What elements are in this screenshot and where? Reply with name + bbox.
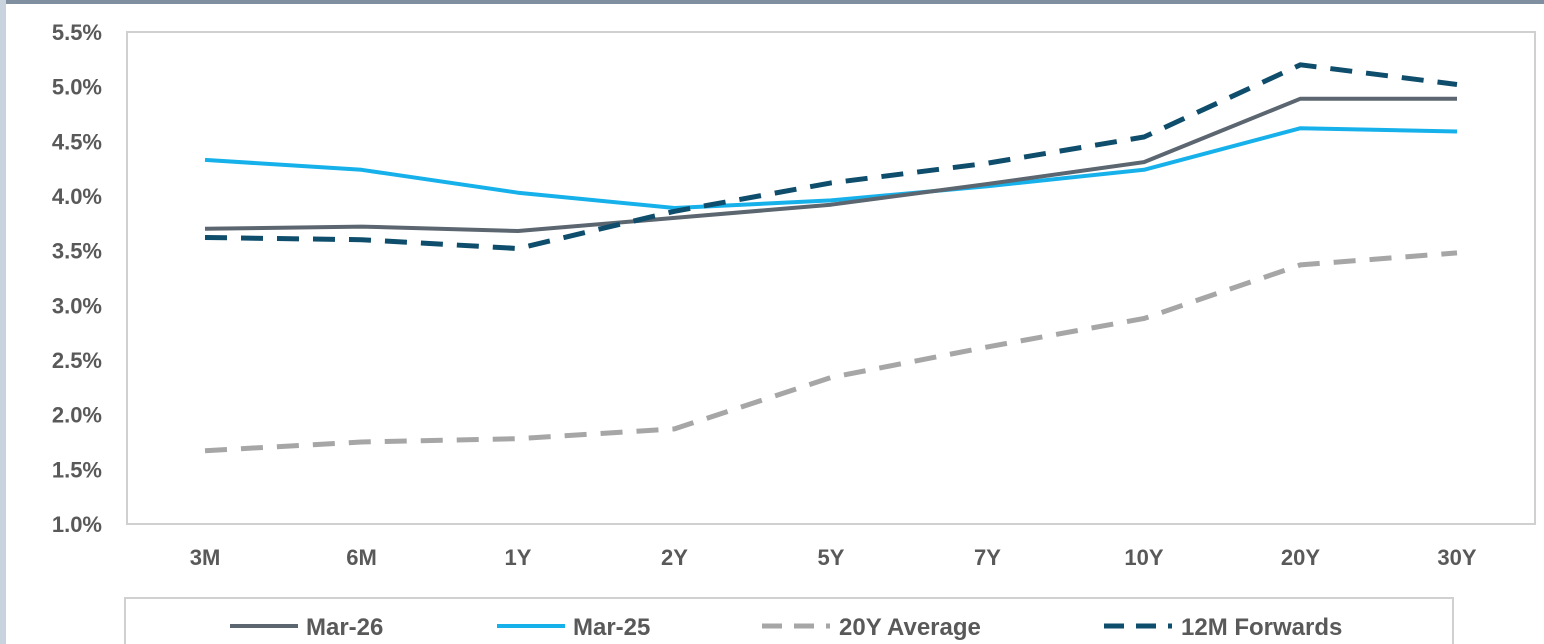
plot-area bbox=[126, 31, 1536, 525]
y-tick-label: 2.5% bbox=[52, 348, 102, 373]
x-tick-label: 7Y bbox=[974, 545, 1001, 570]
series-layer bbox=[204, 62, 1458, 454]
x-tick-label: 5Y bbox=[818, 545, 845, 570]
y-tick-label: 4.5% bbox=[52, 129, 102, 154]
x-tick-label: 1Y bbox=[505, 545, 532, 570]
y-tick-label: 2.0% bbox=[52, 403, 102, 428]
x-axis: 3M 6M 1Y 2Y 5Y 7Y 10Y 20Y 30Y bbox=[190, 545, 1477, 570]
y-tick-label: 5.0% bbox=[52, 75, 102, 100]
y-tick-label: 1.5% bbox=[52, 457, 102, 482]
left-edge bbox=[0, 0, 6, 644]
x-tick-label: 2Y bbox=[661, 545, 688, 570]
y-axis: 1.0% 1.5% 2.0% 2.5% 3.0% 3.5% 4.0% 4.5% 5.0% 5.5% bbox=[52, 20, 102, 537]
top-border bbox=[0, 0, 1544, 4]
y-tick-label: 5.5% bbox=[52, 20, 102, 45]
x-tick-label: 10Y bbox=[1124, 545, 1163, 570]
x-tick-label: 20Y bbox=[1281, 545, 1320, 570]
series-line-12m-forwards bbox=[204, 62, 1458, 251]
y-tick-label: 3.0% bbox=[52, 293, 102, 318]
y-tick-label: 4.0% bbox=[52, 184, 102, 209]
legend: Mar-26 Mar-25 20Y Average 12M Forwards bbox=[230, 614, 1342, 641]
series-line-mar-26 bbox=[204, 96, 1457, 233]
y-tick-label: 1.0% bbox=[52, 512, 102, 537]
legend-label-20y-average: 20Y Average bbox=[839, 614, 981, 641]
legend-label-mar-25: Mar-25 bbox=[573, 614, 650, 641]
legend-box bbox=[124, 597, 1454, 644]
x-tick-label: 3M bbox=[190, 545, 221, 570]
series-line-mar-25 bbox=[204, 126, 1458, 210]
y-tick-label: 3.5% bbox=[52, 239, 102, 264]
series-line-20y-average bbox=[204, 250, 1458, 454]
legend-label-mar-26: Mar-26 bbox=[306, 614, 383, 641]
x-tick-label: 6M bbox=[346, 545, 377, 570]
legend-label-12m-forwards: 12M Forwards bbox=[1181, 614, 1342, 641]
x-tick-label: 30Y bbox=[1437, 545, 1476, 570]
